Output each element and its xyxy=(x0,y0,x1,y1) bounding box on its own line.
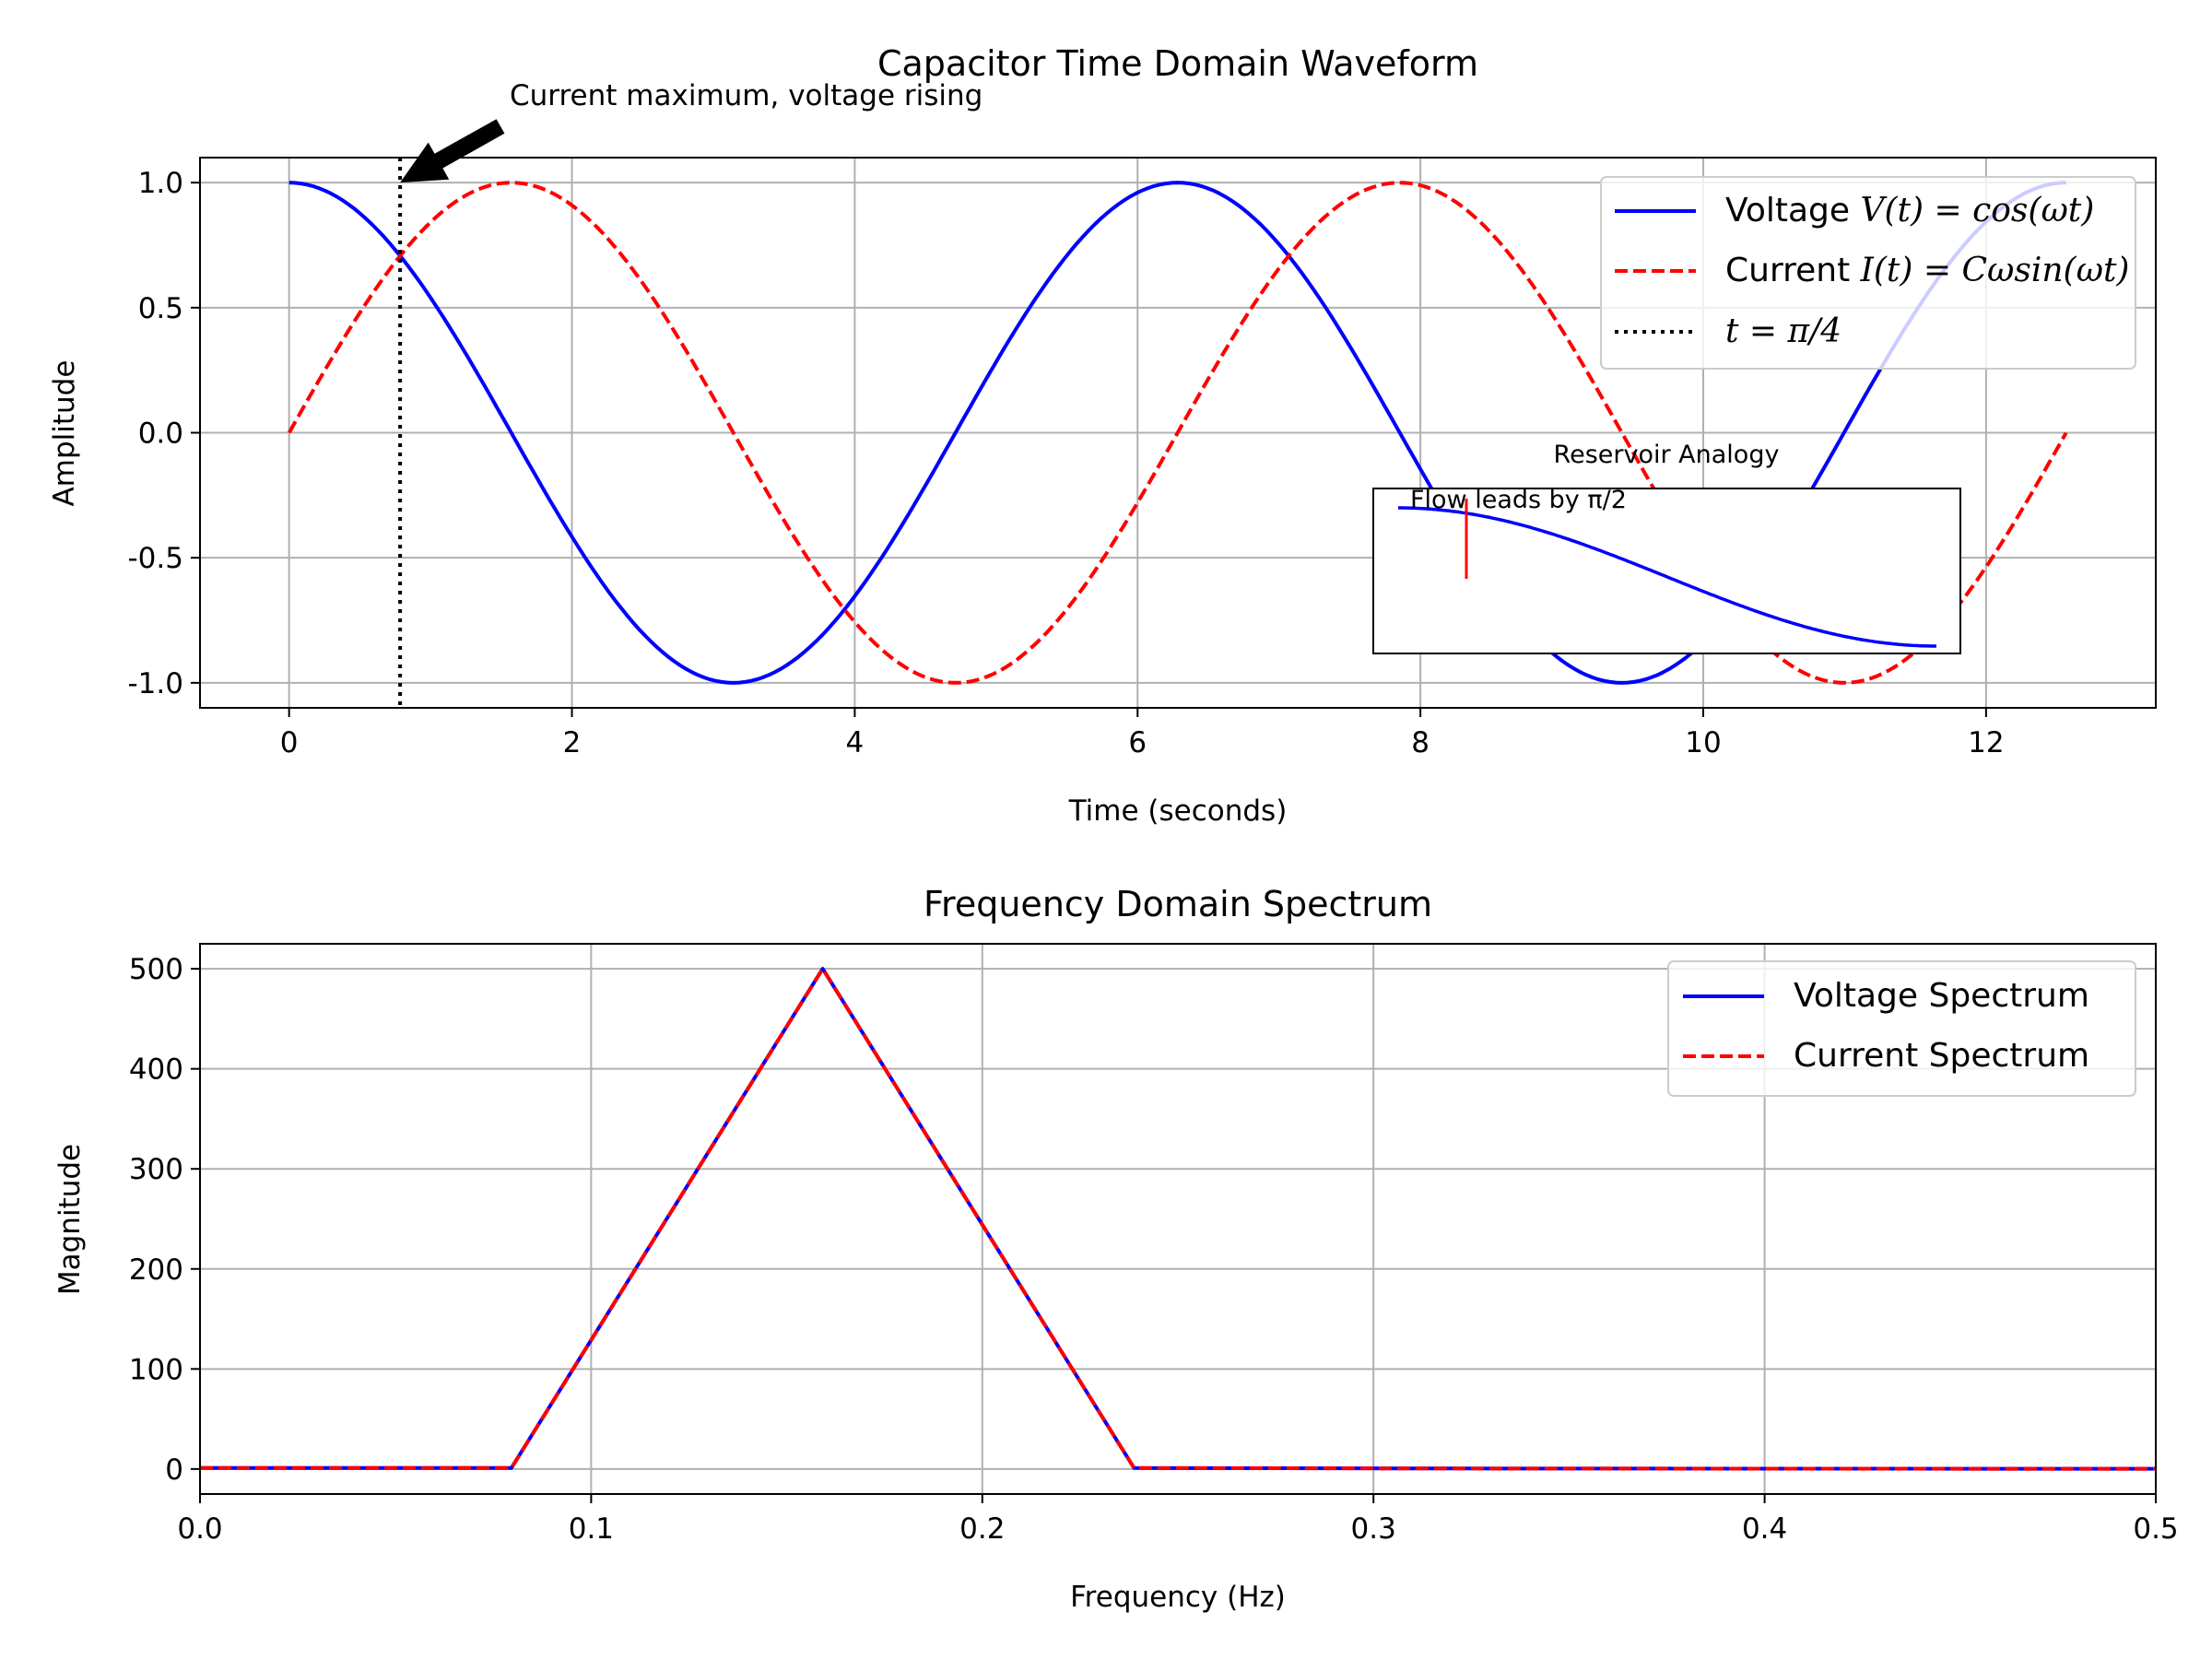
y-tick-label: 400 xyxy=(129,1053,183,1087)
y-tick-label: 1.0 xyxy=(138,167,183,200)
legend-label-voltage: Voltage V(t) = cos(ωt) xyxy=(1725,192,2094,229)
x-tick-label: 0.4 xyxy=(1742,1512,1787,1546)
legend-label-current: Current I(t) = Cωsin(ωt) xyxy=(1725,252,2129,289)
y-tick-label: -1.0 xyxy=(128,667,184,700)
legend-label-voltage-spectrum: Voltage Spectrum xyxy=(1794,977,2089,1015)
frequency-domain-y-ticks: 0 100 200 300 400 500 xyxy=(129,953,200,1487)
legend-box xyxy=(1667,960,2136,1097)
legend-label-pi-over-4: t = π/4 xyxy=(1725,312,1841,350)
current-maximum-annotation: Current maximum, voltage rising xyxy=(400,79,982,183)
time-domain-x-ticks: 0 2 4 6 8 10 12 xyxy=(280,708,2005,759)
x-tick-label: 0 xyxy=(280,726,299,759)
time-domain-y-label: Amplitude xyxy=(48,360,81,507)
time-domain-x-label: Time (seconds) xyxy=(1068,794,1288,828)
y-tick-label: 200 xyxy=(129,1253,183,1287)
x-tick-label: 2 xyxy=(563,726,582,759)
y-tick-label: 100 xyxy=(129,1353,183,1386)
y-tick-label: -0.5 xyxy=(128,542,184,575)
frequency-domain-x-label: Frequency (Hz) xyxy=(1070,1581,1286,1614)
y-tick-label: 300 xyxy=(129,1153,183,1186)
frequency-domain-x-ticks: 0.0 0.1 0.2 0.3 0.4 0.5 xyxy=(177,1494,2179,1546)
x-tick-label: 0.3 xyxy=(1351,1512,1396,1546)
time-domain-title: Capacitor Time Domain Waveform xyxy=(877,43,1478,84)
frequency-domain-series xyxy=(200,967,2156,1471)
y-tick-label: 0.5 xyxy=(138,292,183,325)
reservoir-analogy-inset: Reservoir Analogy Flow leads by π/2 xyxy=(1372,441,1961,654)
y-tick-label: 500 xyxy=(129,953,183,986)
frequency-domain-legend: Voltage Spectrum Current Spectrum xyxy=(1667,960,2136,1097)
legend-label-current-spectrum: Current Spectrum xyxy=(1794,1037,2089,1075)
x-tick-label: 4 xyxy=(846,726,865,759)
time-domain-legend: Voltage V(t) = cos(ωt) Current I(t) = Cω… xyxy=(1600,176,2136,370)
x-tick-label: 0.2 xyxy=(959,1512,1005,1546)
x-tick-label: 0.1 xyxy=(569,1512,614,1546)
x-tick-label: 0.5 xyxy=(2133,1512,2178,1546)
legend-box xyxy=(1600,176,2136,370)
x-tick-label: 0.0 xyxy=(177,1512,222,1546)
x-tick-label: 12 xyxy=(1968,726,2004,759)
time-domain-y-ticks: -1.0 -0.5 0.0 0.5 1.0 xyxy=(128,167,200,700)
y-tick-label: 0.0 xyxy=(138,418,183,451)
inset-title: Reservoir Analogy xyxy=(1554,441,1780,469)
inset-curve xyxy=(1398,506,1936,648)
y-tick-label: 0 xyxy=(165,1453,183,1487)
frequency-domain-y-label: Magnitude xyxy=(53,1144,87,1295)
x-tick-label: 10 xyxy=(1685,726,1721,759)
annotation-arrow xyxy=(400,119,505,183)
inset-text: Flow leads by π/2 xyxy=(1410,486,1627,514)
annotation-text: Current maximum, voltage rising xyxy=(510,79,982,112)
x-tick-label: 6 xyxy=(1128,726,1147,759)
frequency-domain-title: Frequency Domain Spectrum xyxy=(924,884,1432,924)
frequency-domain-plot-frame xyxy=(199,943,2157,1495)
inset-frame xyxy=(1372,488,1961,654)
series-line-1 xyxy=(200,967,2156,1471)
frequency-domain-panel: Frequency Domain Spectrum 0.0 0.1 0.2 0.3 0.… xyxy=(53,884,2179,1614)
time-domain-panel: Capacitor Time Domain Waveform 0 2 4 6 8 10 12… xyxy=(48,43,2157,828)
x-tick-label: 8 xyxy=(1411,726,1430,759)
